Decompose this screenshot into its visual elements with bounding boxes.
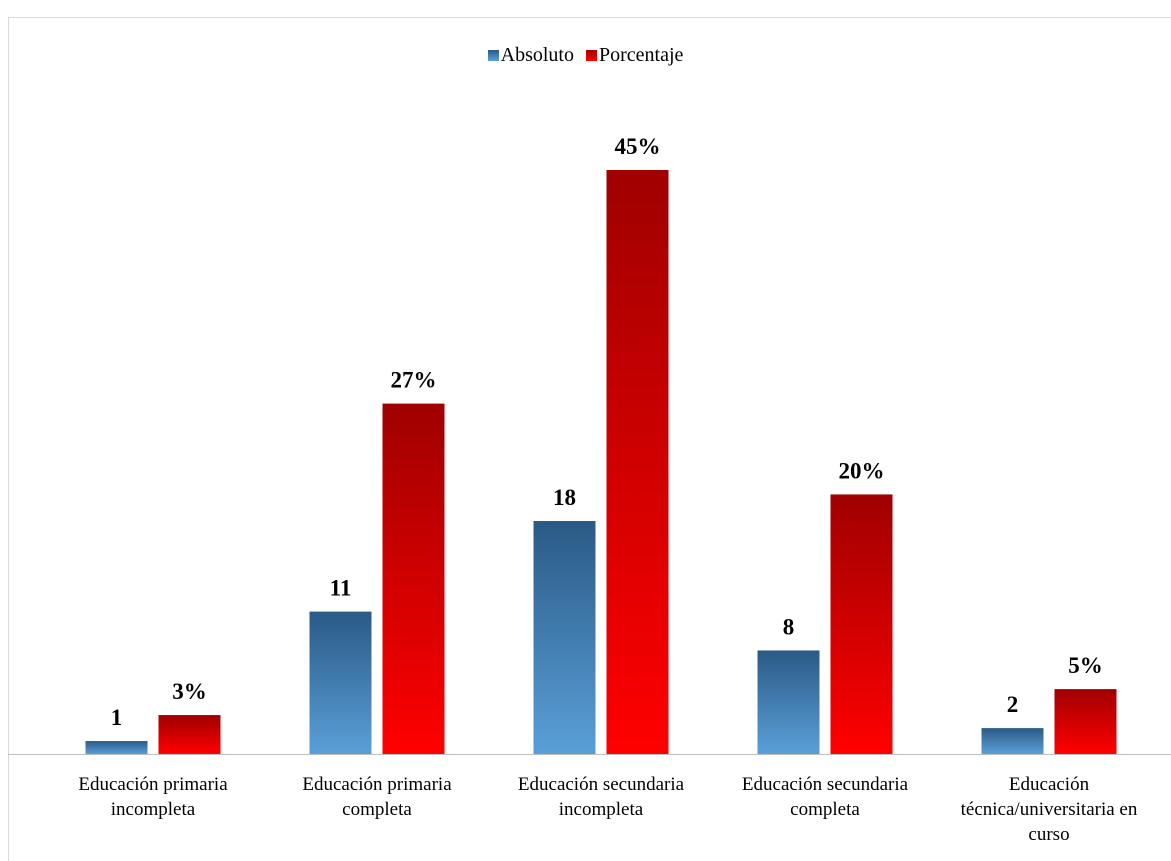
data-label-porcentaje-4: 5% bbox=[1068, 653, 1103, 678]
bar-absoluto-4 bbox=[981, 728, 1044, 754]
legend-label-absoluto: Absoluto bbox=[500, 44, 574, 66]
x-tick-label-2: Educación secundaria incompleta bbox=[518, 774, 685, 820]
bar-absoluto-1 bbox=[309, 611, 372, 754]
bar-porcentaje-3 bbox=[830, 494, 893, 754]
data-label-porcentaje-0: 3% bbox=[172, 679, 207, 704]
data-label-porcentaje-2: 45% bbox=[615, 134, 661, 159]
bar-porcentaje-1 bbox=[382, 403, 445, 754]
data-label-absoluto-0: 1 bbox=[111, 705, 123, 730]
legend-label-porcentaje: Porcentaje bbox=[598, 44, 684, 66]
x-tick-label-0: Educación primaria incompleta bbox=[78, 774, 228, 820]
bar-absoluto-3 bbox=[757, 650, 820, 754]
data-label-absoluto-1: 11 bbox=[330, 576, 352, 601]
data-label-absoluto-3: 8 bbox=[783, 614, 795, 639]
legend-item-porcentaje: Porcentaje bbox=[585, 44, 684, 67]
bar-absoluto-2 bbox=[533, 521, 596, 754]
data-label-absoluto-4: 2 bbox=[1007, 692, 1019, 717]
bar-porcentaje-2 bbox=[606, 170, 669, 754]
x-tick-label-4: Educación técnica/universitaria en curso bbox=[961, 774, 1138, 845]
bar-absoluto-0 bbox=[85, 741, 148, 754]
data-label-absoluto-2: 18 bbox=[553, 485, 576, 510]
legend-item-absoluto: Absoluto bbox=[487, 44, 574, 67]
bar-porcentaje-4 bbox=[1054, 689, 1117, 754]
data-label-porcentaje-1: 27% bbox=[391, 368, 437, 393]
legend-swatch-porcentaje bbox=[585, 50, 597, 61]
x-tick-label-1: Educación primaria completa bbox=[302, 774, 452, 820]
data-label-porcentaje-3: 20% bbox=[839, 458, 885, 483]
x-tick-label-3: Educación secundaria completa bbox=[742, 774, 909, 820]
bar-porcentaje-0 bbox=[158, 715, 221, 754]
chart-frame bbox=[8, 17, 1171, 861]
legend: Absoluto Porcentaje bbox=[0, 44, 1171, 67]
legend-swatch-absoluto bbox=[487, 50, 499, 61]
